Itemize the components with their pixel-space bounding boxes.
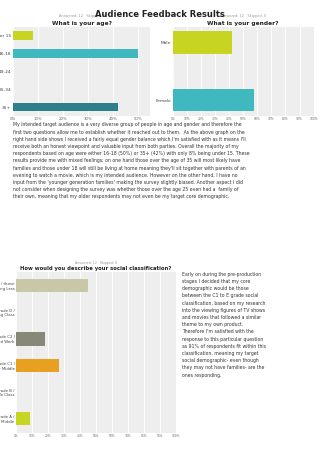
Text: Answered: 12   Skipped: 0: Answered: 12 Skipped: 0 (75, 261, 117, 265)
Title: What is your gender?: What is your gender? (207, 21, 279, 26)
Text: Answered: 12   Skipped: 0: Answered: 12 Skipped: 0 (220, 14, 266, 18)
Bar (16, 412, 30, 425)
Bar (16, 359, 59, 372)
Text: My intended target audience is a very diverse group of people in age and gender : My intended target audience is a very di… (13, 122, 249, 199)
Text: Early on during the pre-production
stages I decided that my core
demographic wou: Early on during the pre-production stage… (182, 272, 266, 378)
Bar (16, 332, 45, 346)
Bar (13, 49, 138, 58)
Title: What is your age?: What is your age? (52, 21, 112, 26)
Bar (173, 88, 254, 111)
Bar (13, 31, 33, 40)
Text: Audience Feedback Results: Audience Feedback Results (95, 10, 225, 19)
Bar (173, 31, 232, 54)
Bar (16, 279, 88, 292)
Bar (13, 102, 118, 111)
Text: Answered: 12   Skipped: 0: Answered: 12 Skipped: 0 (59, 14, 105, 18)
Title: How would you describe your social classification?: How would you describe your social class… (20, 266, 172, 271)
